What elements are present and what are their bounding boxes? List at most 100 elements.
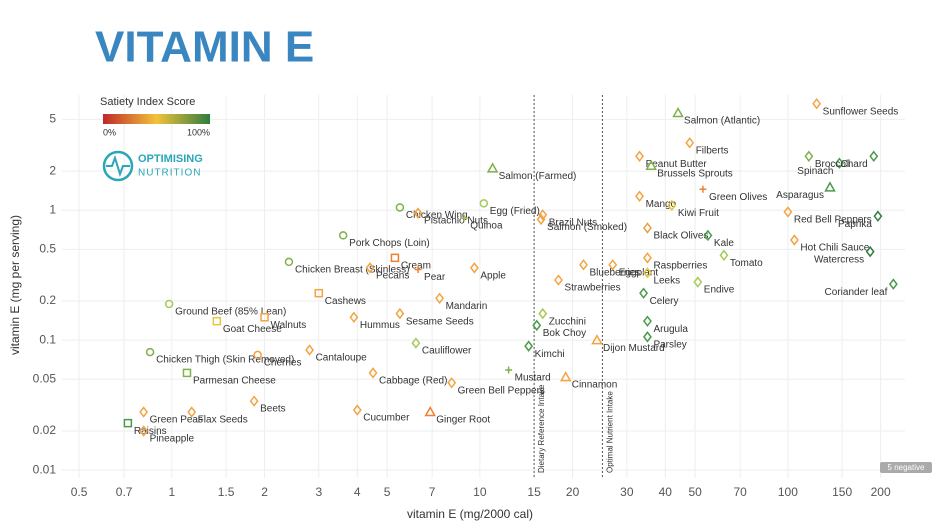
point-label: Cucumber bbox=[363, 413, 410, 424]
point-label: Ground Beef (85% Lean) bbox=[175, 307, 286, 318]
point-label: Leeks bbox=[653, 275, 680, 286]
x-axis-label: vitamin E (mg/2000 cal) bbox=[407, 507, 533, 521]
chart-title: VITAMIN E bbox=[95, 23, 314, 72]
data-point bbox=[486, 162, 499, 173]
x-tick-label: 150 bbox=[832, 485, 852, 499]
data-point bbox=[703, 229, 713, 242]
legend-title: Satiety Index Score bbox=[100, 96, 195, 108]
point-label: Chicken Wing bbox=[406, 210, 468, 221]
point-label: Beets bbox=[260, 404, 286, 415]
data-point bbox=[693, 276, 703, 288]
data-point bbox=[865, 245, 875, 258]
point-label: Cream bbox=[401, 260, 431, 271]
point-label: Kale bbox=[714, 238, 734, 249]
point-label: Parsley bbox=[653, 340, 686, 351]
y-tick-label: 0.05 bbox=[33, 371, 57, 385]
x-tick-label: 15 bbox=[527, 485, 541, 499]
data-point bbox=[869, 150, 879, 163]
data-point bbox=[538, 209, 548, 221]
data-point bbox=[667, 199, 677, 212]
point-label: Kiwi Fruit bbox=[678, 208, 719, 219]
point-label: Coriander leaf bbox=[825, 287, 888, 298]
data-point bbox=[187, 406, 197, 418]
data-point bbox=[685, 137, 695, 149]
data-point bbox=[642, 222, 652, 234]
point-label: Blueberries bbox=[589, 267, 640, 278]
point-label: Zucchini bbox=[549, 316, 586, 327]
point-label: Cabbage (Red) bbox=[379, 376, 447, 387]
point-label: Pistachio Nuts bbox=[424, 216, 488, 227]
point-label: Filberts bbox=[696, 145, 729, 156]
y-axis-label: vitamin E (mg per serving) bbox=[8, 215, 22, 355]
data-point bbox=[642, 267, 652, 279]
data-point bbox=[608, 259, 618, 271]
data-point bbox=[413, 207, 423, 219]
data-point bbox=[469, 262, 479, 274]
point-label: Raspberries bbox=[653, 260, 707, 271]
point-label: Raisins bbox=[134, 426, 167, 437]
data-point bbox=[395, 203, 405, 212]
data-point bbox=[305, 344, 315, 356]
point-label: Sunflower Seeds bbox=[823, 106, 899, 117]
logo-text: NUTRITION bbox=[138, 168, 201, 179]
legend-gradient bbox=[103, 114, 210, 124]
badge bbox=[880, 462, 932, 473]
badge-text: 5 negative bbox=[888, 463, 925, 472]
data-point bbox=[834, 157, 844, 169]
point-label: Tomato bbox=[730, 258, 763, 269]
data-point bbox=[182, 368, 192, 378]
data-point bbox=[645, 159, 657, 170]
data-point bbox=[212, 316, 222, 326]
x-tick-label: 50 bbox=[688, 485, 702, 499]
y-tick-label: 2 bbox=[49, 163, 56, 177]
x-tick-label: 2 bbox=[261, 485, 268, 499]
point-label: Red Bell Peppers bbox=[794, 215, 872, 226]
y-tick-label: 0.2 bbox=[39, 293, 56, 307]
point-label: Pineapple bbox=[150, 434, 195, 445]
point-label: Cherries bbox=[264, 358, 302, 369]
point-label: Arugula bbox=[653, 324, 688, 335]
data-point bbox=[123, 418, 133, 428]
data-point bbox=[532, 319, 542, 332]
data-point bbox=[635, 190, 645, 203]
x-tick-label: 10 bbox=[473, 485, 487, 499]
x-tick-label: 200 bbox=[871, 485, 891, 499]
point-label: Pecans bbox=[376, 271, 409, 282]
point-label: Chicken Thigh (Skin Removed) bbox=[156, 355, 294, 366]
point-label: Black Olives bbox=[653, 231, 708, 242]
reference-label: Dietary Reference Intake bbox=[537, 384, 546, 473]
data-point bbox=[642, 315, 652, 327]
point-label: Egg (Fried) bbox=[490, 206, 540, 217]
data-point bbox=[139, 406, 149, 418]
logo-pulse bbox=[106, 154, 130, 178]
data-point bbox=[314, 288, 324, 298]
point-label: Cinnamon bbox=[572, 380, 618, 391]
data-point bbox=[672, 106, 684, 118]
point-label: Green Peas bbox=[150, 415, 203, 426]
point-label: Mandarin bbox=[446, 301, 488, 312]
data-point bbox=[639, 287, 649, 299]
data-point bbox=[249, 395, 259, 407]
point-label: Salmon (Atlantic) bbox=[684, 116, 760, 127]
y-tick-label: 1 bbox=[49, 202, 56, 216]
point-label: Chard bbox=[840, 159, 867, 170]
data-point bbox=[812, 97, 822, 110]
data-point bbox=[591, 334, 603, 345]
data-point bbox=[338, 231, 348, 240]
data-point bbox=[164, 299, 174, 309]
point-label: Watercress bbox=[814, 254, 864, 265]
point-label: Strawberries bbox=[564, 283, 620, 294]
x-tick-label: 70 bbox=[733, 485, 747, 499]
point-label: Dijon Mustard bbox=[603, 343, 665, 354]
data-point bbox=[642, 331, 652, 343]
point-label: Goat Cheese bbox=[223, 324, 282, 335]
data-point bbox=[284, 257, 294, 267]
grid bbox=[62, 95, 905, 478]
point-label: Hot Chili Sauce bbox=[800, 243, 869, 254]
data-point bbox=[479, 199, 489, 208]
data-point bbox=[804, 150, 814, 163]
data-point bbox=[352, 404, 362, 416]
point-label: Brussels Sprouts bbox=[657, 168, 733, 179]
x-tick-label: 1 bbox=[168, 485, 175, 499]
